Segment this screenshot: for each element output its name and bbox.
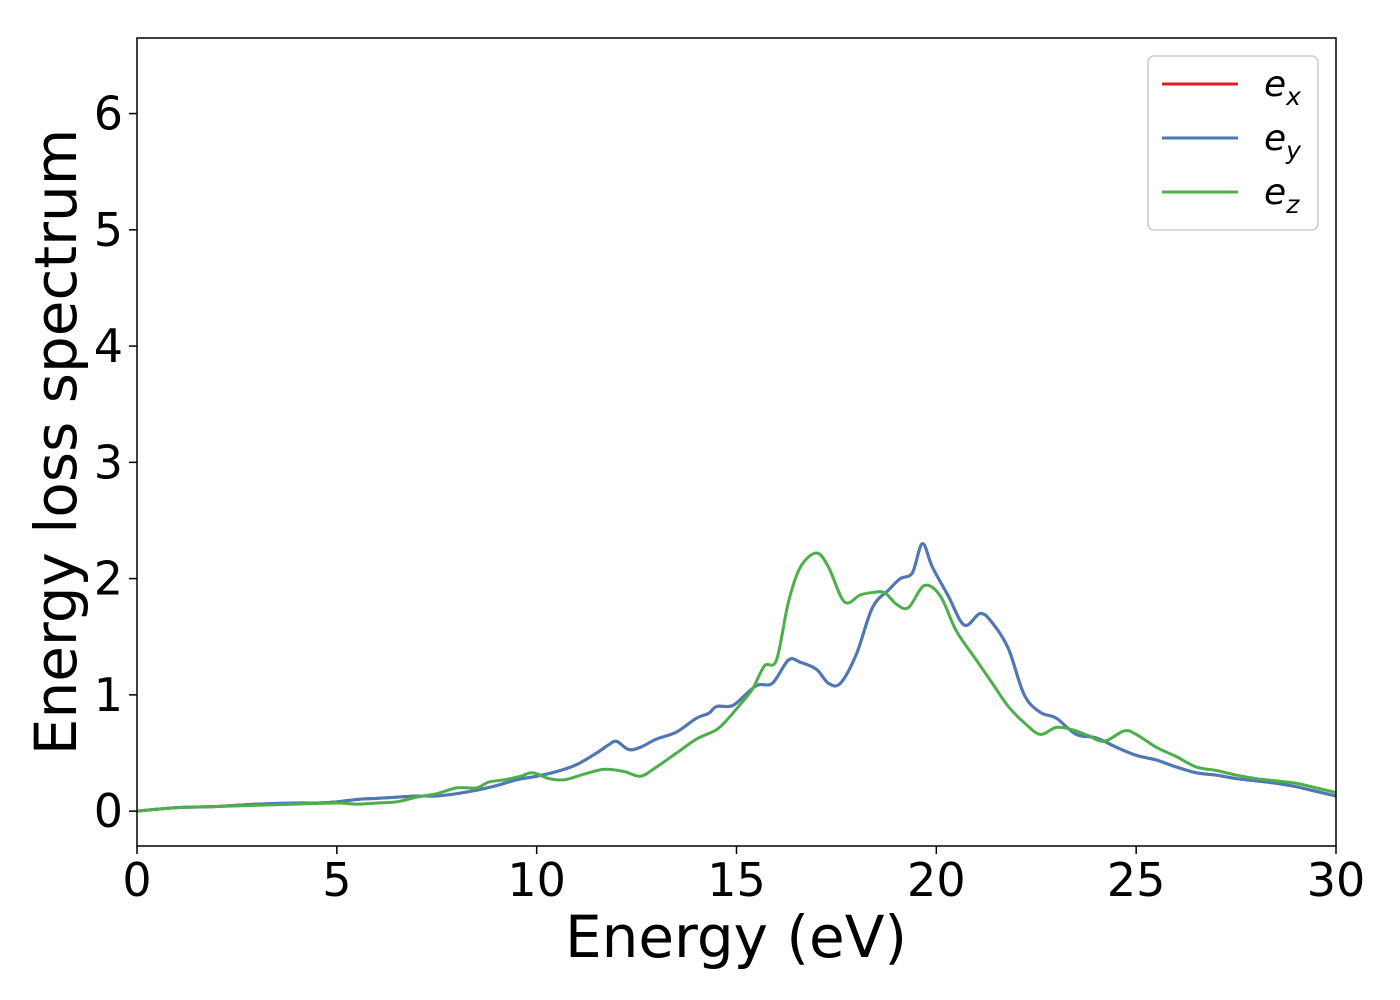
- y-tick-label: 2: [94, 552, 123, 606]
- legend-label-base: e: [1264, 64, 1286, 105]
- legend-label-base: e: [1264, 172, 1286, 213]
- y-axis: 0 1 2 3 4 5 6: [94, 87, 137, 838]
- legend-label-e-z: ez: [1264, 172, 1300, 219]
- y-tick-label: 6: [94, 87, 123, 141]
- series-line-e-y: [137, 542, 1336, 813]
- x-tick-label: 5: [322, 853, 351, 907]
- series-layer: [137, 542, 1336, 813]
- x-axis-title: Energy (eV): [565, 903, 907, 971]
- y-tick-label: 5: [94, 203, 123, 257]
- x-tick-label: 10: [507, 853, 566, 907]
- legend-box: [1147, 55, 1319, 231]
- legend-label-e-y: ey: [1264, 118, 1302, 165]
- y-tick-label: 0: [94, 784, 123, 838]
- y-axis-title: Energy loss spectrum: [22, 129, 90, 755]
- legend-label-e-x: ex: [1264, 64, 1301, 111]
- y-tick-label: 1: [94, 668, 123, 722]
- x-tick-label: 15: [707, 853, 766, 907]
- legend-label-base: e: [1264, 118, 1286, 159]
- x-tick-label: 30: [1307, 853, 1366, 907]
- x-tick-label: 20: [907, 853, 966, 907]
- x-tick-label: 0: [122, 853, 151, 907]
- series-line-e-z: [137, 551, 1336, 813]
- y-tick-label: 4: [94, 319, 123, 373]
- x-axis: 0 5 10 15 20 25 30: [122, 846, 1365, 907]
- legend-label-subscript: z: [1285, 190, 1300, 219]
- legend-label-subscript: x: [1285, 82, 1301, 111]
- y-tick-label: 3: [94, 435, 123, 489]
- legend-label-subscript: y: [1285, 136, 1302, 165]
- x-tick-label: 25: [1107, 853, 1166, 907]
